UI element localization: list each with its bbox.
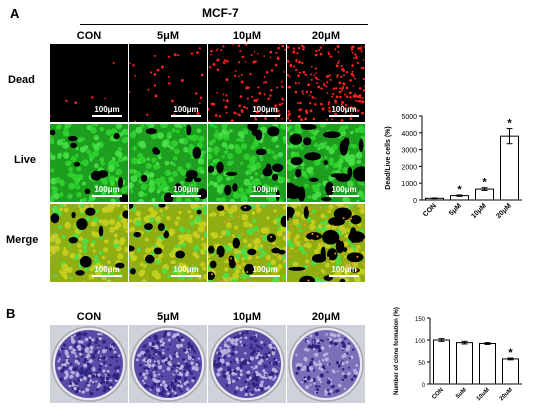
y-tick-label: 0	[413, 198, 417, 205]
scale-bar-label: 100μm	[171, 265, 201, 277]
y-tick-label: 4000	[401, 131, 417, 138]
y-tick-label: 0	[422, 383, 426, 389]
panel-letter-a: A	[10, 6, 20, 21]
scale-bar-line	[329, 195, 359, 197]
scale-bar-line	[171, 275, 201, 277]
plate-header-5um: 5μM	[156, 311, 179, 323]
dead-live-bar-chart: 0 1000 2000 3000 4000 5000 CON * 5μM * 10μM * 20μM De…	[385, 114, 522, 220]
colony-plate-2	[208, 325, 286, 403]
colony-plate-3	[287, 325, 365, 403]
micrograph-live-0: 100μm	[50, 124, 128, 202]
y-tick-label: 5000	[401, 114, 417, 121]
cell-line-underline	[80, 24, 368, 25]
bar	[502, 358, 519, 385]
y-axis-label: Number of clone formation (%)	[394, 307, 400, 395]
micrograph-merge-2: 100μm	[208, 204, 286, 282]
significance-marker: *	[457, 184, 462, 196]
bar	[500, 135, 519, 201]
significance-marker: *	[507, 118, 512, 130]
micrograph-merge-1: 100μm	[129, 204, 207, 282]
category-label: CON	[422, 202, 438, 218]
scale-bar-line	[329, 275, 359, 277]
micrograph-dead-3: 100μm	[287, 44, 365, 122]
cell-line-title: MCF-7	[202, 6, 239, 20]
scale-bar-line	[250, 115, 280, 117]
bar	[479, 343, 496, 385]
colony-plate-0	[50, 325, 128, 403]
y-tick-label: 3000	[401, 148, 417, 155]
plate-header-con: CON	[76, 311, 102, 323]
micrograph-dead-0: 100μm	[50, 44, 128, 122]
micrograph-live-2: 100μm	[208, 124, 286, 202]
category-label: 10μM	[470, 202, 488, 220]
row-label-merge: Merge	[6, 234, 39, 246]
col-header-con: CON	[76, 30, 102, 42]
micrograph-dead-1: 100μm	[129, 44, 207, 122]
plate-header-20um: 20μM	[311, 311, 341, 323]
scale-bar-label: 100μm	[92, 105, 122, 117]
micrograph-live-3: 100μm	[287, 124, 365, 202]
y-tick-label: 1000	[401, 181, 417, 188]
category-label: 20uM	[499, 387, 514, 402]
scale-bar-line	[92, 275, 122, 277]
scale-bar-label: 100μm	[329, 265, 359, 277]
micrograph-merge-0: 100μm	[50, 204, 128, 282]
bar	[433, 339, 450, 385]
scale-bar-label: 100μm	[171, 185, 201, 197]
row-label-live: Live	[14, 154, 37, 166]
scale-bar-line	[329, 115, 359, 117]
col-header-5um: 5μM	[156, 30, 179, 42]
category-label: 5μM	[448, 202, 463, 217]
scale-bar-line	[92, 115, 122, 117]
y-tick-label: 2000	[401, 164, 417, 171]
scale-bar-label: 100μm	[329, 185, 359, 197]
scale-bar-label: 100μm	[250, 185, 280, 197]
micrograph-dead-2: 100μm	[208, 44, 286, 122]
colony-plate-1	[129, 325, 207, 403]
scale-bar-label: 100μm	[92, 185, 122, 197]
category-label: CON	[431, 387, 445, 401]
plate-header-10um: 10μM	[232, 311, 262, 323]
scale-bar-label: 100μm	[250, 265, 280, 277]
scale-bar-line	[250, 275, 280, 277]
col-header-10um: 10μM	[232, 30, 262, 42]
y-tick-label: 150	[415, 317, 426, 323]
scale-bar-line	[171, 195, 201, 197]
y-axis-label: Dead/Live cells (%)	[385, 126, 392, 189]
category-label: 20μM	[495, 202, 513, 220]
significance-marker: *	[508, 347, 513, 359]
scale-bar-label: 100μm	[250, 105, 280, 117]
bar	[456, 342, 473, 385]
scale-bar-label: 100μm	[171, 105, 201, 117]
row-label-dead: Dead	[8, 74, 35, 86]
significance-marker: *	[482, 177, 487, 189]
scale-bar-line	[250, 195, 280, 197]
scale-bar-label: 100μm	[92, 265, 122, 277]
y-tick-label: 50	[418, 361, 425, 367]
scale-bar-line	[92, 195, 122, 197]
micrograph-merge-3: 100μm	[287, 204, 365, 282]
micrograph-live-1: 100μm	[129, 124, 207, 202]
clone-formation-bar-chart: 0 50 100 150 CON 5uM 10uM * 20uM Number of clone …	[394, 307, 522, 402]
y-tick-label: 100	[415, 339, 426, 345]
scale-bar-line	[171, 115, 201, 117]
category-label: 10uM	[476, 387, 491, 402]
category-label: 5uM	[455, 387, 468, 400]
scale-bar-label: 100μm	[329, 105, 359, 117]
panel-letter-b: B	[6, 306, 16, 321]
col-header-20um: 20μM	[311, 30, 341, 42]
